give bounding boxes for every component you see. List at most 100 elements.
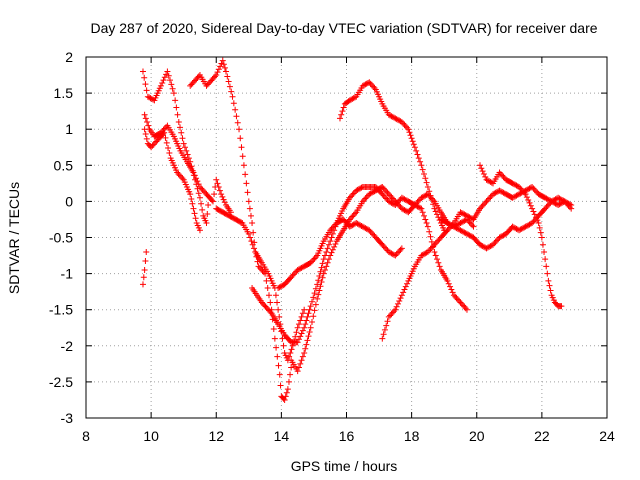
data-point: [329, 224, 336, 231]
data-point: [379, 241, 386, 248]
data-point: [458, 209, 465, 216]
data-point: [294, 339, 301, 346]
data-point: [392, 306, 399, 313]
data-point: [215, 183, 222, 190]
data-point: [422, 216, 429, 223]
data-point: [423, 179, 430, 186]
data-point: [242, 171, 249, 178]
data-point: [480, 170, 487, 177]
data-point: [188, 195, 195, 202]
data-point: [537, 229, 544, 236]
data-point: [500, 189, 507, 196]
data-point: [165, 144, 172, 151]
data-point: [560, 197, 567, 204]
data-point: [366, 227, 373, 234]
data-point: [379, 335, 386, 342]
data-point: [225, 78, 232, 85]
data-point: [283, 389, 290, 396]
data-point: [297, 360, 304, 367]
data-point: [308, 318, 315, 325]
data-point: [312, 253, 319, 260]
data-point: [364, 79, 371, 86]
data-point: [500, 173, 507, 180]
data-point: [367, 228, 374, 235]
data-point: [350, 190, 357, 197]
data-point: [418, 252, 425, 259]
data-point: [435, 237, 442, 244]
data-point: [294, 266, 301, 273]
data-point: [396, 298, 403, 305]
data-point: [526, 199, 533, 206]
data-point: [312, 285, 319, 292]
data-point: [349, 222, 356, 229]
data-point: [431, 241, 438, 248]
data-point: [143, 135, 150, 142]
data-point: [529, 220, 536, 227]
data-point: [320, 270, 327, 277]
data-point: [204, 211, 211, 218]
x-tick-label: 14: [274, 428, 290, 444]
data-point: [391, 196, 398, 203]
data-point: [152, 139, 159, 146]
data-point: [402, 283, 409, 290]
data-point: [387, 199, 394, 206]
data-point: [391, 251, 398, 258]
data-point: [160, 126, 167, 133]
data-point: [316, 287, 323, 294]
data-point: [298, 357, 305, 364]
data-point: [351, 210, 358, 217]
data-point: [470, 223, 477, 230]
data-point: [303, 317, 310, 324]
data-point: [187, 191, 194, 198]
data-point: [251, 245, 258, 252]
data-point: [542, 194, 549, 201]
data-point: [317, 283, 324, 290]
data-point: [185, 155, 192, 162]
data-point: [223, 68, 230, 75]
data-point: [307, 259, 314, 266]
data-point: [465, 213, 472, 220]
data-point: [393, 251, 400, 258]
data-point: [196, 227, 203, 234]
x-tick-label: 22: [534, 428, 550, 444]
data-point: [370, 83, 377, 90]
data-point: [385, 191, 392, 198]
data-point: [435, 259, 442, 266]
data-point: [456, 298, 463, 305]
data-point: [308, 298, 315, 305]
data-point: [380, 192, 387, 199]
data-point: [178, 173, 185, 180]
data-point: [445, 225, 452, 232]
data-point: [516, 183, 523, 190]
data-point: [245, 198, 252, 205]
data-point: [354, 220, 361, 227]
data-point: [516, 191, 523, 198]
data-point: [159, 79, 166, 86]
data-point: [297, 333, 304, 340]
data-point: [483, 198, 490, 205]
data-point: [213, 176, 220, 183]
data-point: [419, 166, 426, 173]
data-point: [431, 248, 438, 255]
data-point: [400, 206, 407, 213]
data-point: [542, 205, 549, 212]
data-point: [517, 185, 524, 192]
data-point: [535, 220, 542, 227]
data-point: [247, 234, 254, 241]
data-point: [183, 147, 190, 154]
y-tick-label: -1.5: [49, 302, 73, 318]
data-point: [198, 185, 205, 192]
data-point: [478, 165, 485, 172]
data-point: [250, 229, 257, 236]
data-point: [290, 271, 297, 278]
data-point: [205, 202, 212, 209]
data-point: [509, 194, 516, 201]
data-point: [541, 248, 548, 255]
data-point: [166, 150, 173, 157]
data-point: [358, 184, 365, 191]
data-point: [329, 230, 336, 237]
data-point: [394, 201, 401, 208]
data-point: [232, 106, 239, 113]
data-point: [447, 283, 454, 290]
data-point: [460, 218, 467, 225]
